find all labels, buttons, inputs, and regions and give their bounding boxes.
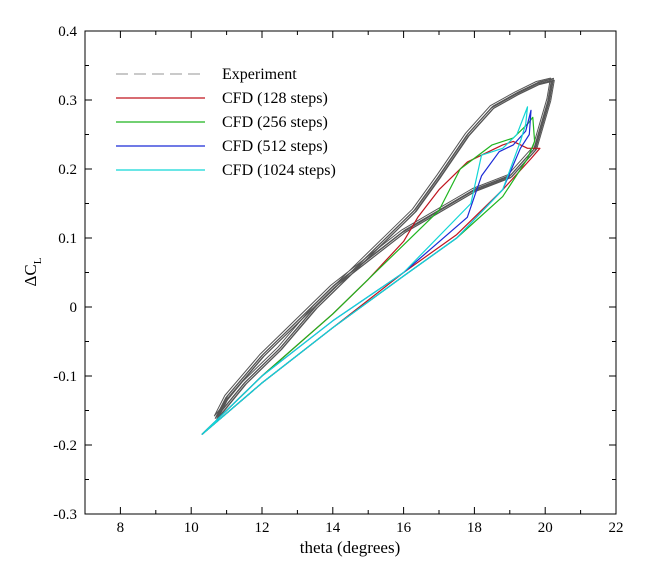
x-tick-label: 20 <box>538 520 553 536</box>
y-tick-label: -0.2 <box>53 438 77 454</box>
y-tick-label: 0.1 <box>58 231 77 247</box>
x-tick-label: 8 <box>117 520 125 536</box>
x-tick-label: 22 <box>609 520 624 536</box>
y-tick-label: -0.3 <box>53 507 77 523</box>
x-tick-label: 12 <box>255 520 270 536</box>
svg-text:ΔCL: ΔCL <box>21 257 44 286</box>
y-tick-label: 0.2 <box>58 162 77 178</box>
series-cfd-line-4 <box>201 106 529 436</box>
legend-label: Experiment <box>222 66 297 83</box>
legend-layer: Experiment CFD (128 steps) CFD (256 steps)… <box>116 66 336 179</box>
x-tick-label: 18 <box>467 520 482 536</box>
y-tick-label: 0.3 <box>58 93 77 109</box>
legend-label: CFD (128 steps) <box>222 90 328 107</box>
x-tick-label: 10 <box>184 520 199 536</box>
legend-label: CFD (256 steps) <box>222 114 328 131</box>
y-axis-title-main: ΔC <box>21 264 40 286</box>
y-tick-label: 0 <box>70 300 78 316</box>
series-experiment-line <box>216 80 554 420</box>
series-experiment-line <box>217 79 555 419</box>
y-tick-label: -0.1 <box>53 369 77 385</box>
legend-label: CFD (512 steps) <box>222 138 328 155</box>
ticks-layer: 8 10 12 14 16 18 20 22 -0.3 -0.2 -0.1 0 0.1 0.2 0.3 0.4 <box>53 24 623 536</box>
x-tick-label: 16 <box>396 520 412 536</box>
legend-label: CFD (1024 steps) <box>222 162 336 179</box>
series-layer <box>201 77 555 436</box>
y-axis-title: ΔCL <box>21 257 44 286</box>
y-tick-label: 0.4 <box>58 24 77 40</box>
x-axis-title: theta (degrees) <box>300 538 401 557</box>
series-experiment-line <box>213 77 551 417</box>
x-tick-label: 14 <box>325 520 341 536</box>
y-axis-title-sub: L <box>32 257 44 264</box>
